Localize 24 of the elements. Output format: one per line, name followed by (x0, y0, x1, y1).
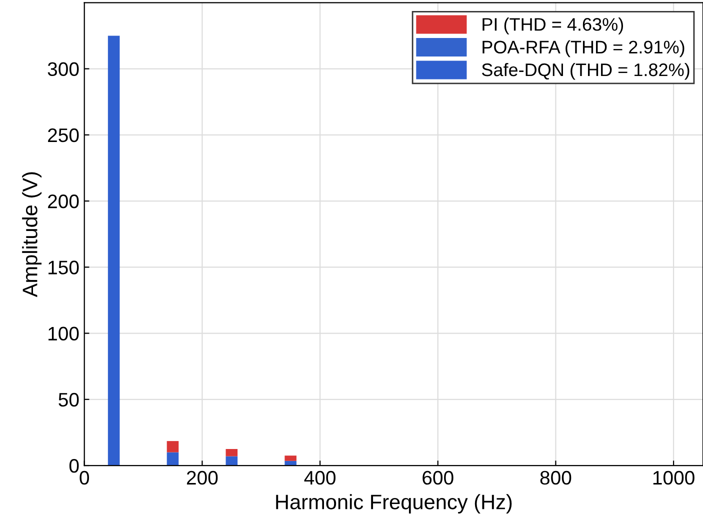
x-tick-label: 1000 (653, 470, 694, 485)
x-tick-label: 200 (186, 470, 218, 485)
x-tick-label: 800 (540, 470, 572, 485)
y-tick-label: 150 (48, 260, 79, 274)
bar (226, 456, 238, 466)
x-axis-title: Harmonic Frequency (Hz) (276, 494, 512, 514)
y-axis-title: Amplitude (V) (22, 172, 42, 298)
y-tick-label: 200 (48, 194, 79, 208)
y-tick-label: 250 (48, 128, 79, 142)
legend-label: PI (THD = 4.63%) (482, 18, 624, 34)
bar (226, 448, 238, 456)
x-tick-label: 400 (304, 470, 336, 485)
legend-label: Safe-DQN (THD = 1.82%) (482, 62, 690, 80)
legend-label: POA-RFA (THD = 2.91%) (482, 40, 684, 58)
bar (166, 452, 179, 466)
y-tick-label: 0 (69, 458, 79, 473)
x-tick-label: 600 (422, 470, 454, 485)
bar (166, 441, 179, 452)
bar (108, 36, 120, 466)
y-tick-label: 50 (58, 392, 79, 407)
y-tick-label: 100 (48, 326, 79, 341)
y-tick-label: 300 (48, 62, 79, 76)
x-tick-label: 0 (80, 470, 90, 485)
bar (284, 456, 296, 461)
